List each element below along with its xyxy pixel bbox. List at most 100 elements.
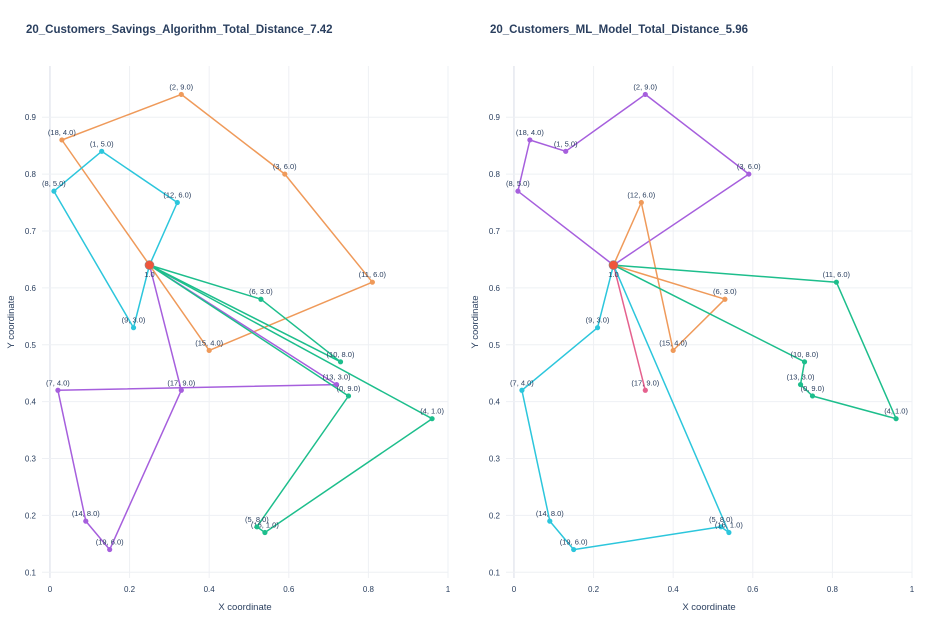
chart-title: 20_Customers_ML_Model_Total_Distance_5.9…	[490, 24, 748, 36]
customer-label: (8, 5.0)	[42, 179, 66, 188]
customer-point	[563, 148, 569, 154]
customer-point	[809, 393, 816, 399]
customer-label: (12, 6.0)	[627, 191, 655, 200]
customer-point	[670, 347, 676, 354]
customer-label: (9, 3.0)	[122, 316, 146, 325]
customer-label: (16, 1.0)	[251, 520, 279, 529]
customer-point	[797, 381, 804, 388]
x-tick-label: 0.4	[204, 585, 216, 594]
customer-label: (7, 4.0)	[510, 378, 534, 387]
x-tick-label: 1	[446, 585, 451, 594]
customer-point	[519, 387, 525, 393]
customer-point	[174, 199, 180, 206]
x-tick-label: 0.2	[124, 585, 136, 594]
y-tick-label: 0.3	[25, 455, 37, 464]
customer-label: (12, 6.0)	[163, 191, 191, 200]
customer-point	[638, 199, 644, 206]
y-tick-label: 0.9	[25, 113, 37, 122]
route-line	[612, 264, 647, 391]
customer-label: (1, 5.0)	[554, 139, 578, 148]
savings-algorithm-panel: 20_Customers_Savings_Algorithm_Total_Dis…	[6, 24, 451, 613]
customer-point	[369, 279, 375, 285]
customer-label: (2, 9.0)	[169, 82, 193, 91]
x-tick-label: 0.6	[283, 585, 295, 594]
customer-point	[178, 387, 184, 393]
customer-label: (5, 8.0)	[245, 515, 269, 524]
x-tick-label: 0.2	[588, 585, 600, 594]
x-tick-label: 0	[48, 585, 53, 594]
customer-point	[83, 518, 89, 524]
customer-label: (0, 9.0)	[337, 384, 361, 393]
customer-label: (17, 9.0)	[167, 378, 195, 387]
customer-label: (6, 3.0)	[249, 287, 273, 296]
customer-label: (11, 6.0)	[823, 270, 851, 279]
x-tick-label: 0	[512, 585, 517, 594]
customer-label: (0, 9.0)	[801, 384, 825, 393]
x-tick-label: 0.4	[668, 585, 680, 594]
x-tick-label: 0.6	[747, 585, 759, 594]
customer-label: (13, 3.0)	[323, 373, 351, 382]
customer-label: (17, 9.0)	[631, 378, 659, 387]
customer-point	[51, 188, 57, 194]
x-axis-title: X coordinate	[682, 602, 735, 613]
route-line	[149, 264, 433, 534]
customer-point	[571, 546, 577, 553]
customer-point	[262, 529, 268, 536]
depot-label: 1.0	[144, 270, 154, 279]
customer-point	[206, 347, 212, 354]
y-axis-title: Y coordinate	[6, 295, 17, 348]
depot-label: 1.0	[608, 270, 618, 279]
depot-point	[608, 260, 619, 270]
y-tick-label: 0.3	[489, 455, 501, 464]
customer-label: (8, 5.0)	[506, 179, 530, 188]
customer-point	[333, 381, 340, 388]
customer-label: (3, 6.0)	[273, 162, 297, 171]
y-tick-label: 0.6	[25, 284, 37, 293]
ml-model-panel: 20_Customers_ML_Model_Total_Distance_5.9…	[464, 0, 928, 617]
customer-label: (15, 4.0)	[659, 338, 687, 347]
customer-label: (9, 3.0)	[586, 316, 610, 325]
y-axis-title: Y coordinate	[470, 295, 481, 348]
customer-point	[718, 524, 724, 530]
customer-label: (4, 1.0)	[420, 407, 444, 416]
customer-label: (18, 4.0)	[48, 128, 76, 137]
customer-point	[527, 137, 533, 143]
x-tick-label: 1	[910, 585, 915, 594]
y-tick-label: 0.1	[489, 568, 501, 577]
depot-point	[144, 260, 155, 270]
x-axis-title: X coordinate	[218, 602, 271, 613]
route-line	[57, 264, 338, 551]
customer-point	[547, 518, 553, 524]
y-tick-label: 0.2	[489, 511, 501, 520]
customer-label: (11, 6.0)	[359, 270, 387, 279]
route-line	[517, 93, 750, 266]
customer-point	[833, 279, 839, 285]
chart-title: 20_Customers_Savings_Algorithm_Total_Dis…	[26, 24, 333, 36]
customer-label: (16, 1.0)	[715, 520, 743, 529]
y-tick-label: 0.7	[489, 227, 501, 236]
customer-label: (14, 8.0)	[536, 509, 564, 518]
customer-label: (1, 5.0)	[90, 139, 114, 148]
x-tick-label: 0.8	[827, 585, 839, 594]
route-line	[149, 264, 342, 363]
customer-label: (10, 8.0)	[327, 350, 355, 359]
customer-point	[801, 359, 808, 365]
customer-label: (5, 8.0)	[709, 515, 733, 524]
customer-point	[107, 546, 113, 553]
customer-point	[59, 137, 65, 143]
y-tick-label: 0.8	[25, 170, 37, 179]
customer-label: (3, 6.0)	[737, 162, 761, 171]
customer-label: (10, 8.0)	[791, 350, 819, 359]
y-tick-label: 0.5	[25, 341, 37, 350]
customer-point	[429, 416, 435, 422]
y-tick-label: 0.1	[25, 568, 37, 577]
x-tick-label: 0.8	[363, 585, 375, 594]
savings-route-chart: 0 0.2 0.4 0.6 0.8 1 0.1 0.2 0.3 0.4 0.5 0.6 0.7 0.8 0.…	[6, 66, 451, 613]
customer-point	[642, 91, 648, 98]
customer-point	[594, 325, 601, 331]
y-tick-label: 0.9	[489, 113, 501, 122]
customer-point	[746, 171, 752, 177]
customer-label: (7, 4.0)	[46, 378, 70, 387]
route-line	[61, 93, 374, 352]
customer-label: (19, 6.0)	[96, 538, 124, 547]
